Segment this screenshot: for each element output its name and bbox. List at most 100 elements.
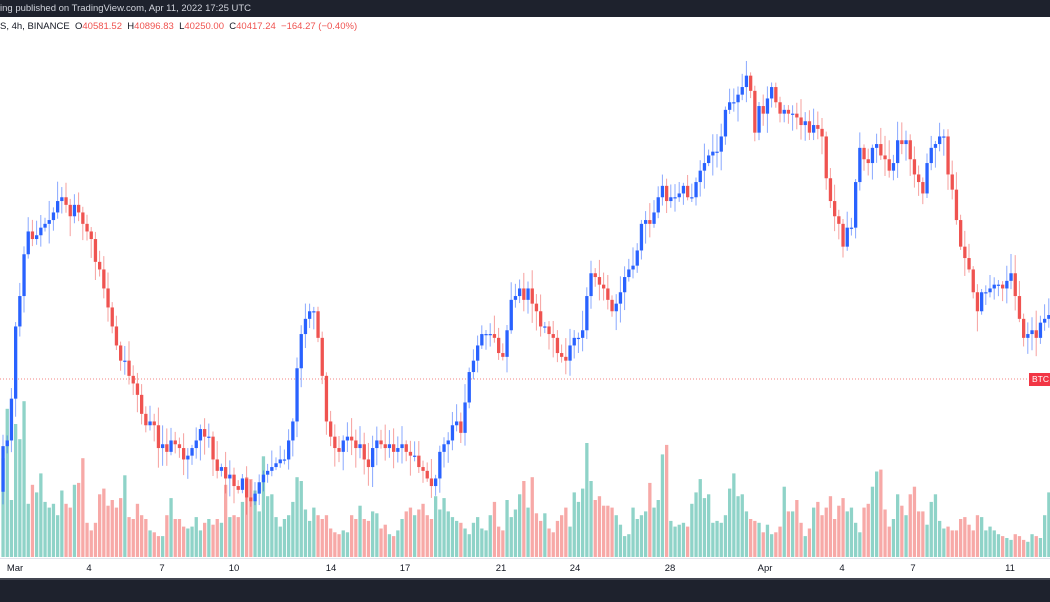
candle-body — [442, 444, 446, 452]
volume-bar — [791, 511, 795, 557]
candle-body — [123, 360, 127, 362]
volume-bar — [497, 526, 501, 557]
volume-bar — [1017, 536, 1022, 557]
candle-body — [488, 334, 492, 336]
candle-body — [849, 227, 854, 229]
volume-bar — [190, 526, 194, 557]
volume-bar — [883, 509, 887, 557]
candle-body — [534, 303, 539, 312]
candle-body — [413, 455, 417, 457]
volume-bar — [736, 496, 740, 557]
candle-body — [921, 182, 925, 194]
volume-bar — [912, 486, 917, 557]
volume-bar — [425, 515, 429, 557]
time-axis-tick: 21 — [495, 563, 507, 574]
volume-bar — [203, 522, 207, 557]
volume-bar — [677, 524, 681, 557]
candle-body — [887, 159, 891, 171]
volume-bar — [648, 482, 652, 557]
candle-body — [480, 334, 484, 346]
candle-body — [1009, 273, 1013, 281]
candle-body — [329, 421, 333, 437]
volume-bar — [610, 507, 614, 557]
volume-bar — [476, 517, 480, 557]
volume-bar — [484, 530, 488, 557]
candle-body — [551, 334, 555, 338]
volume-bar — [963, 517, 967, 557]
candle-body — [417, 455, 421, 468]
volume-bar — [324, 515, 329, 557]
candlestick-chart[interactable] — [0, 35, 1050, 558]
volume-bar — [266, 496, 270, 557]
candle-body — [274, 463, 278, 468]
candle-body — [371, 448, 375, 468]
volume-bar — [429, 519, 434, 557]
volume-bar — [715, 520, 719, 557]
candle-body — [610, 299, 614, 312]
candle-body — [492, 334, 497, 338]
volume-bar — [765, 524, 770, 557]
candle-body — [9, 398, 14, 441]
volume-bar — [177, 519, 182, 557]
volume-bar — [207, 519, 211, 557]
volume-bar — [467, 534, 471, 557]
volume-bar — [232, 515, 236, 557]
candle-body — [837, 216, 841, 224]
candle-body — [1013, 273, 1017, 297]
volume-bar — [228, 517, 232, 557]
candle-body — [992, 284, 996, 289]
time-axis[interactable]: Mar 4 7 10 14 17 21 24 28 Apr 4 7 11 — [0, 558, 1050, 579]
volume-bar — [597, 496, 602, 557]
volume-bar — [942, 528, 946, 557]
candle-body — [824, 136, 828, 179]
volume-bar — [257, 511, 261, 557]
volume-bar — [543, 513, 547, 557]
volume-bar — [148, 530, 152, 557]
candle-body — [845, 227, 849, 247]
volume-bar — [219, 522, 224, 557]
volume-bar — [719, 522, 723, 557]
volume-bar — [576, 501, 581, 557]
volume-bar — [224, 484, 228, 557]
volume-bar — [345, 532, 350, 557]
candle-body — [614, 303, 618, 312]
candle-body — [732, 102, 736, 104]
candle-body — [946, 136, 950, 175]
volume-bar — [560, 515, 564, 557]
volume-bar — [891, 519, 896, 557]
volume-bar — [371, 511, 375, 557]
volume-bar — [434, 496, 438, 557]
volume-bar — [702, 498, 707, 557]
volume-bar — [312, 507, 316, 557]
candle-body — [950, 174, 954, 190]
volume-bar — [984, 530, 988, 557]
volume-bar — [589, 481, 593, 557]
volume-bar — [929, 501, 933, 557]
candle-body — [471, 360, 476, 373]
candle-body — [980, 292, 984, 312]
volume-bar — [358, 505, 362, 557]
publish-bar: ing published on TradingView.com, Apr 11… — [0, 0, 1050, 17]
candle-body — [942, 136, 946, 138]
volume-bar — [774, 532, 778, 557]
candle-body — [228, 474, 232, 479]
candle-body — [56, 201, 60, 213]
volume-bar — [85, 522, 89, 557]
volume-bar — [757, 522, 761, 557]
candle-body — [476, 345, 480, 361]
volume-bar — [316, 515, 320, 557]
candle-body — [576, 337, 581, 340]
volume-bar — [505, 500, 509, 557]
volume-bar — [967, 524, 971, 557]
volume-bar — [509, 517, 513, 557]
volume-bar — [547, 528, 551, 557]
volume-bar — [1026, 541, 1030, 557]
volume-bar — [1, 458, 5, 557]
candle-body — [509, 299, 513, 331]
candle-body — [30, 231, 35, 240]
volume-bar — [992, 530, 996, 557]
volume-bar — [686, 526, 690, 557]
volume-bar — [585, 443, 589, 557]
candle-body — [392, 444, 396, 452]
candle-body — [1038, 322, 1043, 338]
